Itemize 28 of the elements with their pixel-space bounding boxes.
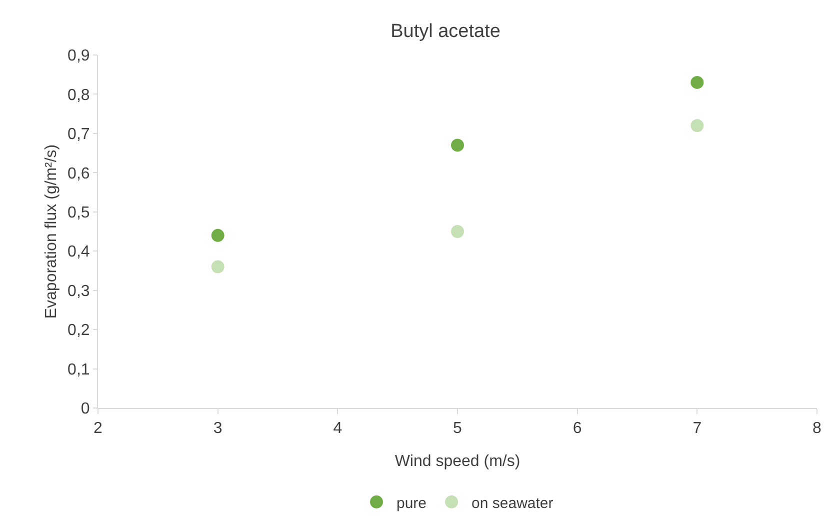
y-tick-label: 0,5: [68, 204, 90, 222]
x-tick-label: 8: [812, 420, 822, 438]
y-tick-label: 0,6: [68, 165, 90, 182]
y-tick-label: 0,8: [68, 86, 90, 104]
chart-title: Butyl acetate: [390, 21, 500, 42]
y-tick-label: 0,9: [68, 48, 90, 65]
y-tick-label: 0,1: [68, 361, 90, 378]
legend-label: pure: [396, 494, 427, 512]
y-axis-title: Evaporation flux (g/m²/s): [43, 144, 60, 319]
point: [211, 260, 224, 274]
x-axis-title: Wind speed (m/s): [394, 453, 520, 470]
x-tick-label: 4: [333, 420, 342, 438]
x-tick-label: 2: [94, 420, 103, 438]
y-tick-label: 0,2: [68, 322, 90, 340]
x-tick-label: 7: [692, 420, 702, 438]
y-tick-label: 0,7: [68, 126, 90, 144]
x-tick-label: 3: [213, 420, 222, 438]
y-tick-label: 0: [80, 400, 90, 418]
point: [690, 76, 704, 89]
x-tick-label: 6: [572, 420, 582, 438]
point: [451, 225, 464, 238]
y-tick-label: 0,4: [68, 244, 90, 261]
point: [211, 228, 224, 242]
y-tick-label: 0,3: [68, 282, 90, 300]
x-tick-label: 5: [453, 420, 462, 438]
point: [690, 119, 704, 132]
point: [451, 138, 464, 152]
legend-label: on seawater: [472, 494, 554, 512]
